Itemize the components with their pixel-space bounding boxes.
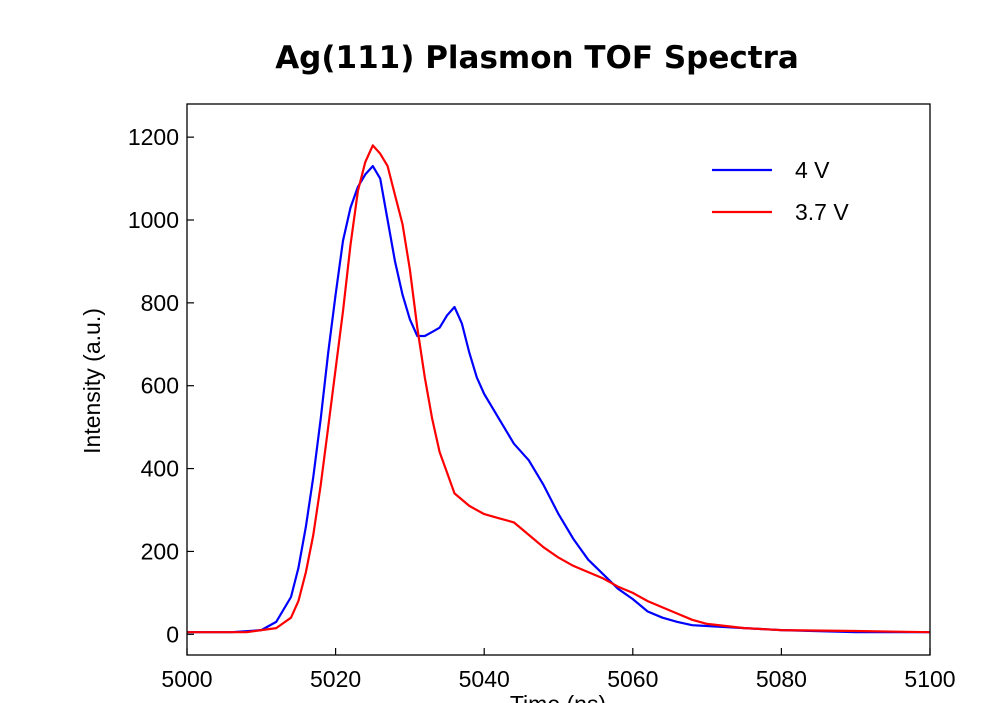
plot-frame xyxy=(186,103,931,656)
x-tick-label: 5060 xyxy=(607,666,658,692)
x-tick-label: 5020 xyxy=(310,666,361,692)
series-layer xyxy=(187,144,930,634)
x-tick-label: 5100 xyxy=(904,666,955,692)
legend-label-0: 4 V xyxy=(795,157,830,183)
x-tick-label: 5080 xyxy=(756,666,807,692)
y-tick-label: 400 xyxy=(141,456,179,482)
x-axis-label: Time (ns) xyxy=(510,691,606,703)
y-tick-label: 1000 xyxy=(128,207,179,233)
x-tick-label: 5000 xyxy=(161,666,212,692)
legend-label-1: 3.7 V xyxy=(795,199,849,225)
series-line-0 xyxy=(187,165,930,634)
y-tick-label: 600 xyxy=(141,373,179,399)
y-tick-label: 0 xyxy=(166,621,179,647)
x-axis: 5000 5020 5040 5060 5080 5100 xyxy=(161,648,956,692)
y-tick-label: 800 xyxy=(141,290,179,316)
x-tick-label: 5040 xyxy=(459,666,510,692)
y-tick-label: 200 xyxy=(141,538,179,564)
chart-title: Ag(111) Plasmon TOF Spectra xyxy=(275,40,799,76)
y-axis: 0 200 400 600 800 1000 1200 xyxy=(128,124,194,647)
series-line-1 xyxy=(187,144,930,634)
y-axis-label: Intensity (a.u.) xyxy=(79,308,105,454)
y-tick-label: 1200 xyxy=(128,124,179,150)
legend: 4 V 3.7 V xyxy=(712,157,849,225)
